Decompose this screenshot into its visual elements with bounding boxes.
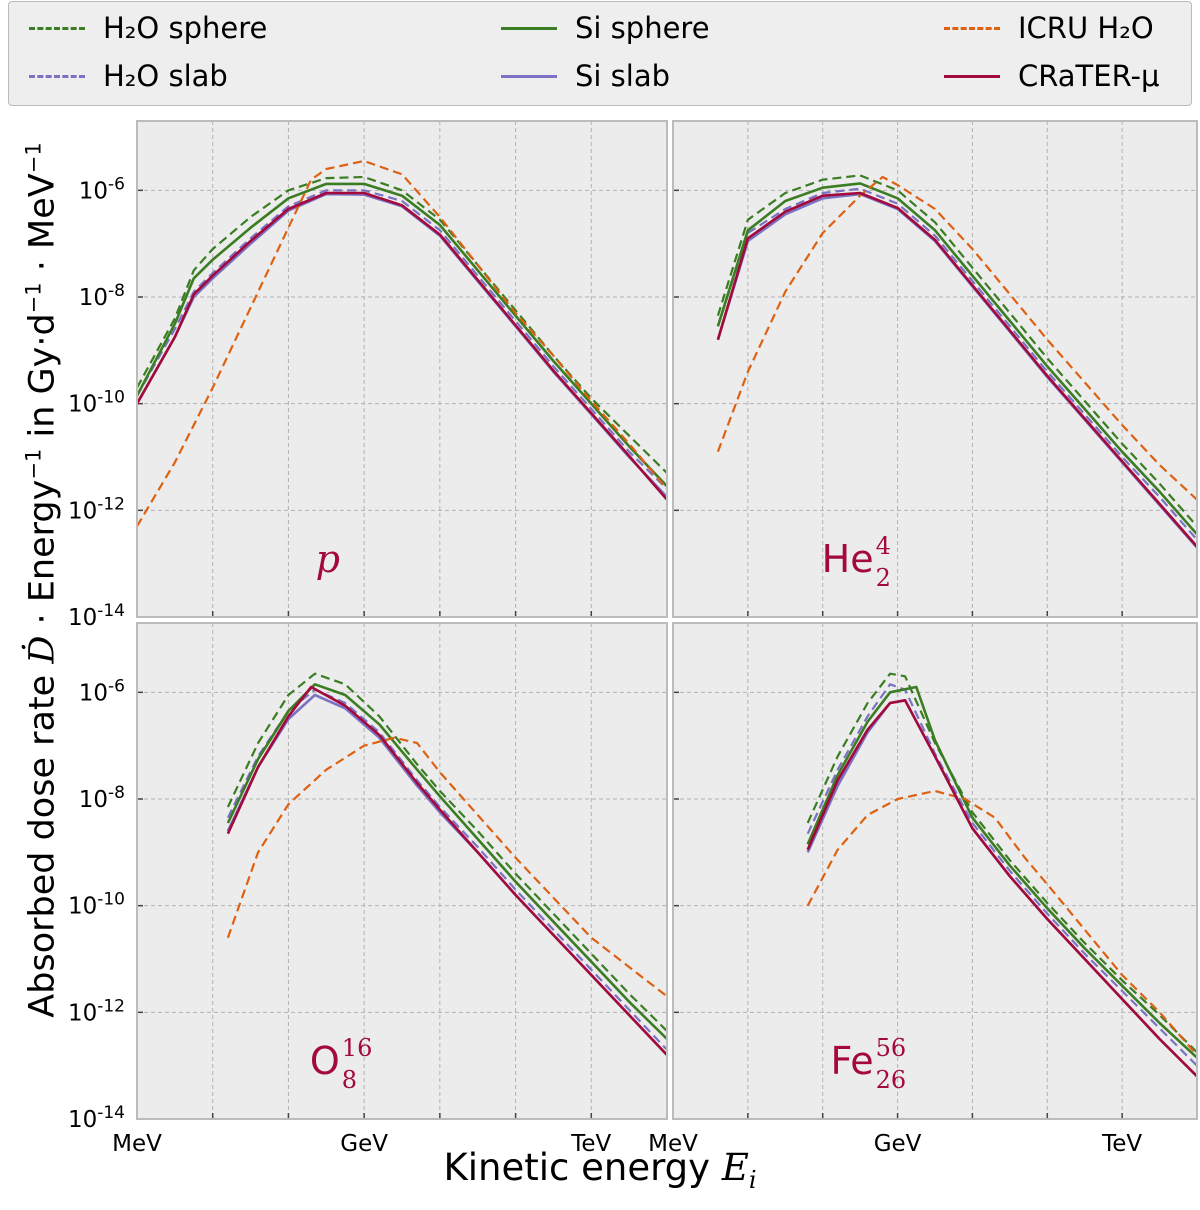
particle-charge-number: 2	[876, 564, 891, 592]
y-tick-label: 10-8	[79, 783, 125, 813]
x-tick-label: GeV	[874, 1131, 922, 1157]
series-line-h2o-sphere	[136, 175, 668, 474]
legend-label: Si sphere	[575, 11, 710, 45]
panel-background	[673, 121, 1197, 617]
series-line-h2o-sphere	[806, 672, 1198, 1054]
y-tick-label: 10-10	[68, 388, 125, 418]
y-axis-label-prefix: Absorbed dose rate	[22, 674, 63, 1018]
y-axis-label-sup: −1	[21, 282, 46, 314]
series-line-crater	[226, 685, 668, 1056]
y-tick-label: 10-12	[68, 996, 125, 1026]
legend-item-h2o-slab: H₂O slab	[29, 56, 228, 96]
x-tick-label: GeV	[340, 1131, 388, 1157]
y-tick-label: 10-10	[68, 890, 125, 920]
y-axis-label-in: in Gy·d	[22, 313, 63, 438]
particle-label: He	[822, 537, 874, 581]
y-axis-label-sup: −1	[21, 142, 46, 174]
legend-swatch	[944, 74, 1000, 78]
particle-mass-number: 56	[876, 1034, 907, 1062]
series-line-crater	[806, 699, 1198, 1078]
legend-item-icru-h2o: ICRU H₂O	[944, 8, 1154, 48]
particle-label: Fe	[830, 1039, 873, 1083]
series-line-si-sphere	[135, 182, 668, 488]
panel-background	[137, 121, 667, 617]
series-line-h2o-slab	[806, 683, 1198, 1067]
particle-label: O	[310, 1039, 340, 1083]
particle-charge-number: 8	[342, 1066, 357, 1094]
series-line-crater	[135, 191, 668, 501]
panel-frame	[672, 120, 1198, 618]
y-axis-label-symbol: Ḋ	[22, 635, 63, 664]
series-line-si-sphere	[226, 683, 668, 1040]
series-line-h2o-sphere	[226, 672, 668, 1032]
legend-swatch	[944, 26, 1000, 30]
y-tick-label: 10-6	[79, 174, 125, 204]
x-tick-label: MeV	[648, 1131, 698, 1157]
legend-label: ICRU H₂O	[1018, 11, 1154, 45]
legend-swatch	[501, 26, 557, 30]
x-axis-label-sub: i	[748, 1166, 757, 1195]
x-axis-label-symbol: E	[721, 1145, 749, 1189]
panel-1: p 10-6 10-8 10-10 10-12 10-14	[68, 120, 668, 631]
series-line-icru-h2o	[136, 159, 668, 527]
x-tick-label: MeV	[112, 1131, 162, 1157]
panel-frame	[136, 120, 668, 618]
legend-label: H₂O slab	[103, 59, 228, 93]
y-axis-label: Absorbed dose rate Ḋ · Energy−1 in Gy·d−…	[22, 142, 63, 1017]
series-line-h2o-slab	[136, 189, 668, 490]
legend: H₂O sphere H₂O slab Si sphere Si slab IC…	[8, 1, 1192, 106]
particle-charge-number: 26	[876, 1066, 907, 1094]
particle-mass-number: 16	[342, 1034, 373, 1062]
series-line-icru-h2o	[716, 175, 1198, 501]
legend-label: H₂O sphere	[103, 11, 268, 45]
series-line-si-sphere	[716, 182, 1198, 536]
panel-frame	[136, 622, 668, 1120]
panel-background	[673, 623, 1197, 1119]
series-line-h2o-sphere	[716, 174, 1198, 528]
particle-label: p	[316, 537, 340, 581]
panel-4: Fe 56 26 MeV GeV TeV	[648, 622, 1198, 1157]
x-axis-label-prefix: Kinetic energy	[443, 1145, 711, 1189]
legend-item-si-slab: Si slab	[501, 56, 670, 96]
legend-swatch	[29, 26, 85, 30]
x-tick-label: TeV	[1101, 1131, 1142, 1157]
x-axis-label: Kinetic energy Ei	[443, 1146, 756, 1194]
legend-label: Si slab	[575, 59, 671, 93]
y-tick-label: 10-12	[68, 494, 125, 524]
x-tick-label: TeV	[570, 1131, 611, 1157]
panel-2: He 4 2	[672, 120, 1198, 618]
legend-swatch	[29, 74, 85, 78]
legend-label: CRaTER-μ	[1018, 59, 1160, 93]
legend-item-h2o-sphere: H₂O sphere	[29, 8, 267, 48]
y-axis-label-mid: · Energy	[22, 479, 63, 625]
legend-item-si-sphere: Si sphere	[501, 8, 710, 48]
series-line-crater	[716, 191, 1198, 548]
series-line-si-sphere	[806, 685, 1198, 1059]
y-tick-label: 10-6	[79, 676, 125, 706]
particle-mass-number: 4	[876, 532, 891, 560]
panel-background	[137, 623, 667, 1119]
y-axis-label-mev: · MeV	[22, 173, 63, 272]
series-line-h2o-slab	[716, 187, 1198, 541]
y-tick-label: 10-8	[79, 281, 125, 311]
legend-swatch	[501, 74, 557, 78]
panel-frame	[672, 622, 1198, 1120]
series-line-icru-h2o	[226, 736, 668, 998]
series-line-icru-h2o	[806, 789, 1198, 1056]
y-axis-label-sup: −1	[21, 448, 46, 480]
legend-item-crater: CRaTER-μ	[944, 56, 1159, 96]
y-tick-label: 10-14	[68, 1103, 125, 1133]
y-tick-label: 10-14	[68, 601, 125, 631]
